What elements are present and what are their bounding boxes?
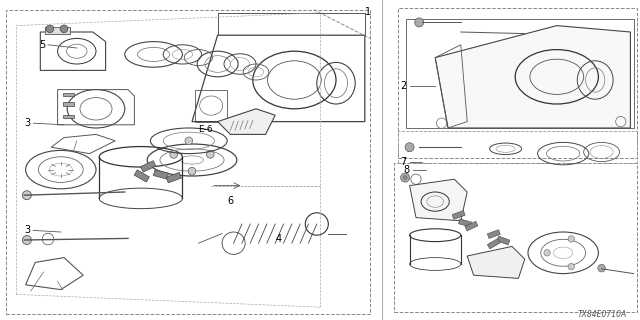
Bar xyxy=(398,131,637,163)
Circle shape xyxy=(568,236,575,242)
Bar xyxy=(134,170,149,182)
Bar xyxy=(487,230,500,238)
Bar xyxy=(166,172,181,183)
Bar xyxy=(63,93,74,96)
Text: 8: 8 xyxy=(403,164,410,175)
Bar xyxy=(394,163,637,312)
Text: 3: 3 xyxy=(24,118,31,128)
Text: 5: 5 xyxy=(40,40,46,50)
Bar xyxy=(458,219,472,227)
Polygon shape xyxy=(467,246,525,278)
Polygon shape xyxy=(218,109,275,134)
Circle shape xyxy=(60,25,68,33)
Circle shape xyxy=(544,250,550,256)
Circle shape xyxy=(22,191,31,200)
Circle shape xyxy=(405,143,414,152)
Text: 7: 7 xyxy=(401,156,407,167)
Bar xyxy=(465,221,478,231)
Bar xyxy=(452,211,465,219)
Text: 2: 2 xyxy=(401,81,407,92)
Circle shape xyxy=(22,236,31,244)
Circle shape xyxy=(170,151,177,158)
Text: 3: 3 xyxy=(24,225,31,236)
Polygon shape xyxy=(410,179,467,221)
Text: 6: 6 xyxy=(228,196,234,206)
Bar xyxy=(45,27,70,34)
Circle shape xyxy=(415,18,424,27)
Circle shape xyxy=(401,173,410,182)
Circle shape xyxy=(568,263,575,270)
Circle shape xyxy=(46,25,54,33)
Text: 4: 4 xyxy=(275,234,282,244)
Text: E-6: E-6 xyxy=(198,125,213,134)
Polygon shape xyxy=(435,26,630,128)
Bar xyxy=(398,8,637,158)
Circle shape xyxy=(598,264,605,272)
Circle shape xyxy=(185,137,193,145)
Circle shape xyxy=(188,167,196,175)
Bar xyxy=(63,115,74,118)
Bar xyxy=(487,238,500,249)
Circle shape xyxy=(207,151,214,158)
Bar xyxy=(141,161,156,172)
Bar xyxy=(6,10,370,314)
Bar xyxy=(497,236,510,245)
Text: TX84E0710A: TX84E0710A xyxy=(578,310,627,319)
Bar xyxy=(63,102,74,106)
Bar xyxy=(154,170,168,179)
Circle shape xyxy=(403,176,407,180)
Text: 1: 1 xyxy=(365,7,371,17)
